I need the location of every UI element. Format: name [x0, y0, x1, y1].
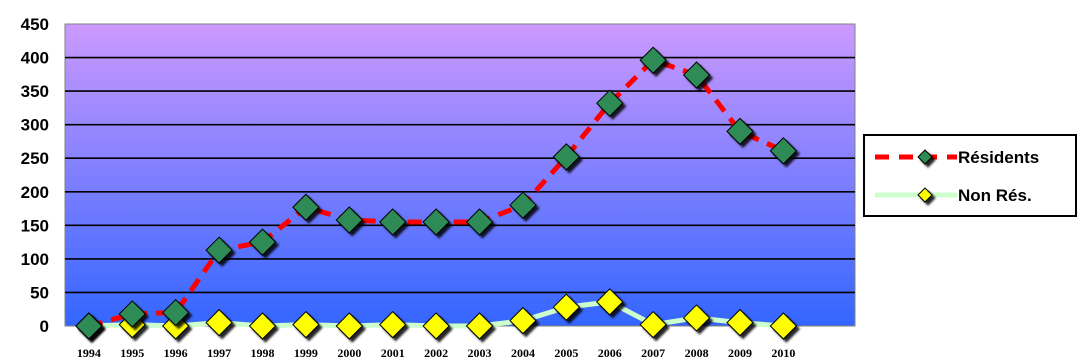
data-point: [422, 208, 450, 236]
x-tick-label: 2004: [511, 346, 535, 360]
x-tick-label: 1994: [77, 346, 101, 360]
legend-box: [863, 134, 1077, 217]
data-point: [292, 193, 320, 221]
x-tick-label: 1995: [120, 346, 144, 360]
y-tick-label: 350: [21, 82, 49, 101]
data-point: [335, 206, 364, 234]
data-point: [509, 191, 537, 219]
legend-label: Résidents: [958, 148, 1039, 167]
y-tick-label: 50: [30, 283, 49, 302]
legend-marker: [917, 149, 933, 165]
data-point: [596, 89, 624, 117]
y-axis: 0 50 100 150 200 250 300 350 400 450: [21, 15, 49, 336]
series-markers-0: [75, 46, 798, 340]
gridlines: [65, 56, 855, 294]
data-point: [552, 143, 581, 171]
data-point: [248, 228, 277, 256]
data-point: [465, 208, 494, 236]
y-tick-label: 200: [21, 183, 49, 202]
y-tick-label: 250: [21, 149, 49, 168]
data-point: [465, 312, 494, 340]
y-tick-label: 400: [21, 49, 49, 68]
y-tick-label: 300: [21, 116, 49, 135]
data-point: [422, 312, 450, 340]
x-tick-label: 2001: [381, 346, 405, 360]
x-tick-label: 1996: [164, 346, 188, 360]
x-tick-label: 1997: [207, 346, 231, 360]
data-point: [75, 312, 103, 340]
data-point: [726, 308, 754, 337]
y-tick-label: 450: [21, 15, 49, 34]
data-point: [205, 236, 233, 264]
data-point: [726, 117, 754, 146]
data-point: [682, 61, 711, 89]
data-point: [379, 208, 407, 236]
data-point: [292, 310, 320, 339]
x-tick-label: 2006: [598, 346, 622, 360]
x-tick-label: 2008: [685, 346, 709, 360]
series-layer: [75, 46, 798, 340]
data-point: [639, 46, 667, 74]
x-tick-label: 2009: [728, 346, 752, 360]
data-point: [118, 300, 146, 328]
x-axis: 1994 1995 1996 1997 1998 1999 2000 2001 2002 2003…: [77, 346, 796, 360]
legend-marker: [917, 187, 933, 203]
data-point: [596, 288, 624, 316]
x-tick-label: 2000: [337, 346, 361, 360]
x-tick-label: 1998: [251, 346, 275, 360]
data-point: [161, 298, 190, 327]
x-tick-label: 1999: [294, 346, 318, 360]
legend: Résidents Non Rés.: [863, 134, 1077, 217]
y-tick-label: 150: [21, 216, 49, 235]
data-point: [509, 306, 537, 335]
data-point: [335, 312, 364, 340]
x-tick-label: 2003: [468, 346, 492, 360]
plot-area: [64, 23, 856, 327]
data-point: [205, 308, 233, 337]
data-point: [639, 310, 667, 339]
data-point: [379, 310, 407, 339]
data-point: [769, 137, 798, 165]
x-tick-label: 2005: [554, 346, 578, 360]
x-tick-label: 2002: [424, 346, 448, 360]
data-point: [682, 304, 711, 332]
x-tick-label: 2007: [641, 346, 665, 360]
x-tick-label: 2010: [771, 346, 795, 360]
data-point: [248, 312, 277, 340]
y-tick-label: 0: [40, 317, 49, 336]
legend-label: Non Rés.: [958, 186, 1032, 205]
data-point: [769, 312, 798, 340]
data-point: [552, 293, 581, 321]
y-tick-label: 100: [21, 250, 49, 269]
